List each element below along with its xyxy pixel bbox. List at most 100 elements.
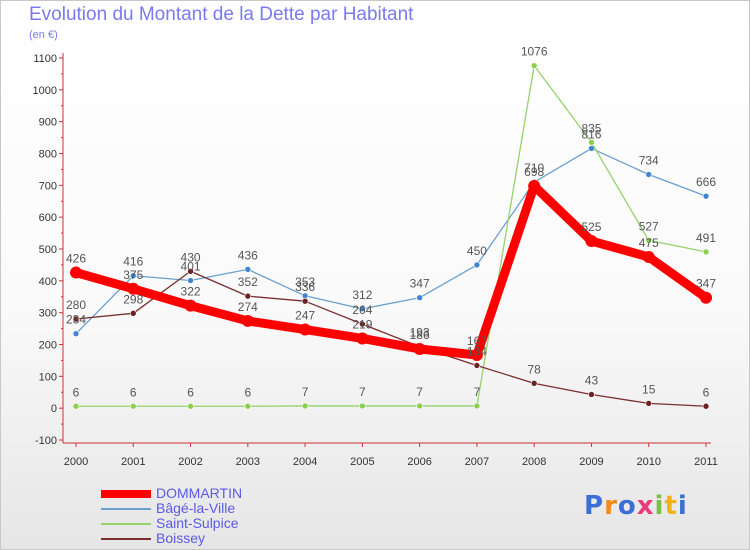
- x-tick-label: 2004: [293, 456, 317, 468]
- data-point-saint-sulpice: [72, 402, 80, 410]
- data-point-dommartin: [470, 349, 483, 362]
- data-point-boissey: [530, 380, 538, 387]
- data-point-bage-la-ville: [359, 305, 366, 313]
- data-point-saint-sulpice: [416, 402, 423, 410]
- data-label-bage-la-ville: 347: [410, 277, 430, 291]
- data-point-saint-sulpice: [530, 62, 538, 69]
- data-point-dommartin: [241, 314, 254, 327]
- data-point-boissey: [301, 297, 309, 305]
- data-point-boissey: [473, 362, 481, 369]
- data-point-dommartin: [700, 291, 712, 304]
- data-point-bage-la-ville: [645, 171, 653, 178]
- data-label-bage-la-ville: 436: [238, 248, 258, 262]
- y-tick-label: 800: [39, 149, 57, 161]
- data-point-bage-la-ville: [473, 261, 481, 269]
- x-tick-label: 2011: [694, 456, 718, 468]
- logo-letter: i: [654, 491, 665, 521]
- legend-label: Boissey: [156, 530, 206, 546]
- data-point-boissey: [187, 267, 194, 275]
- logo-letter: x: [636, 491, 655, 521]
- x-tick-label: 2008: [522, 456, 546, 468]
- data-point-boissey: [72, 315, 80, 323]
- data-label-saint-sulpice: 7: [474, 385, 481, 399]
- data-label-boissey: 298: [123, 292, 143, 306]
- data-label-saint-sulpice: 527: [639, 219, 659, 233]
- data-label-saint-sulpice: 7: [359, 385, 366, 399]
- data-point-dommartin: [127, 282, 140, 295]
- proxiti-logo: Proxiti: [584, 491, 688, 521]
- legend-swatch: [101, 538, 151, 540]
- y-tick-label: -100: [35, 435, 57, 447]
- data-label-saint-sulpice: 7: [302, 385, 309, 399]
- y-tick-label: 500: [39, 244, 57, 256]
- data-label-dommartin: 322: [181, 285, 201, 299]
- data-point-saint-sulpice: [301, 402, 309, 410]
- data-label-saint-sulpice: 6: [244, 385, 251, 399]
- legend-label: DOMMARTIN: [156, 485, 243, 501]
- data-label-dommartin: 247: [295, 309, 315, 323]
- data-point-bage-la-ville: [244, 266, 252, 273]
- data-label-boissey: 15: [642, 382, 656, 396]
- data-point-dommartin: [642, 250, 655, 263]
- data-label-dommartin: 347: [696, 277, 716, 291]
- y-tick-label: 900: [39, 117, 57, 129]
- data-point-boissey: [645, 400, 653, 407]
- data-label-boissey: 336: [295, 280, 315, 294]
- data-point-bage-la-ville: [187, 277, 194, 284]
- y-tick-label: 100: [39, 371, 57, 383]
- x-tick-label: 2010: [636, 456, 660, 468]
- logo-letter: t: [664, 491, 678, 521]
- data-point-saint-sulpice: [645, 237, 653, 244]
- data-label-bage-la-ville: 416: [123, 255, 143, 269]
- data-point-bage-la-ville: [72, 330, 80, 337]
- data-label-boissey: 352: [238, 275, 258, 289]
- data-point-boissey: [588, 391, 595, 398]
- data-label-bage-la-ville: 710: [524, 161, 544, 175]
- y-tick-label: 0: [51, 403, 57, 415]
- x-tick-label: 2002: [178, 456, 202, 468]
- data-label-saint-sulpice: 491: [696, 231, 716, 245]
- data-point-saint-sulpice: [359, 402, 366, 410]
- x-tick-label: 2007: [465, 456, 489, 468]
- data-point-bage-la-ville: [702, 192, 710, 200]
- data-label-bage-la-ville: 816: [581, 127, 601, 141]
- series-line-bage-la-ville: [75, 147, 707, 335]
- data-point-dommartin: [184, 299, 197, 312]
- data-label-boissey: 264: [352, 303, 372, 317]
- chart-unit-label: (en €): [29, 29, 58, 41]
- data-label-dommartin: 375: [123, 268, 143, 282]
- series-line-saint-sulpice: [75, 64, 707, 407]
- data-label-bage-la-ville: 734: [639, 154, 659, 168]
- y-tick-label: 1100: [33, 53, 57, 65]
- data-point-saint-sulpice: [244, 402, 252, 410]
- data-point-saint-sulpice: [588, 139, 595, 146]
- data-label-boissey: 43: [585, 373, 599, 387]
- data-label-boissey: 78: [528, 362, 542, 376]
- data-point-dommartin: [356, 332, 369, 345]
- logo-letter: o: [617, 491, 637, 521]
- data-point-bage-la-ville: [416, 294, 423, 302]
- data-point-boissey: [359, 320, 366, 328]
- data-label-bage-la-ville: 312: [352, 288, 372, 302]
- data-label-dommartin: 698: [524, 165, 544, 179]
- x-tick-label: 2003: [236, 456, 260, 468]
- data-point-dommartin: [299, 323, 312, 336]
- data-label-bage-la-ville: 666: [696, 175, 716, 189]
- data-point-bage-la-ville: [129, 272, 137, 280]
- legend-swatch: [101, 508, 151, 510]
- data-label-saint-sulpice: 1076: [521, 45, 548, 59]
- legend-swatch: [101, 523, 151, 525]
- data-label-dommartin: 475: [639, 236, 659, 250]
- data-label-dommartin: 219: [352, 317, 372, 331]
- series-line-boissey: [75, 270, 707, 407]
- data-label-saint-sulpice: 6: [73, 385, 80, 399]
- data-label-boissey: 430: [181, 250, 201, 264]
- data-label-dommartin: 426: [66, 252, 86, 266]
- logo-letter: r: [604, 491, 618, 521]
- data-label-dommartin: 274: [238, 300, 258, 314]
- data-label-bage-la-ville: 234: [66, 313, 86, 327]
- y-tick-label: 200: [39, 340, 57, 352]
- data-point-boissey: [129, 310, 137, 317]
